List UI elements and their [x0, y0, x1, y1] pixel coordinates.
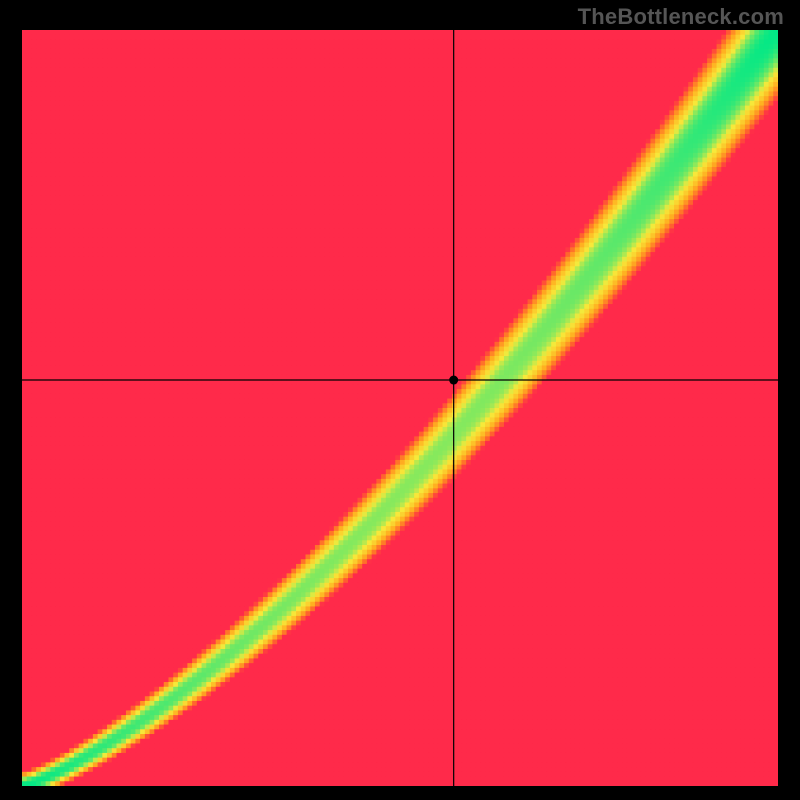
attribution-label: TheBottleneck.com	[578, 4, 784, 30]
bottleneck-heatmap	[22, 30, 778, 786]
chart-container: TheBottleneck.com	[0, 0, 800, 800]
